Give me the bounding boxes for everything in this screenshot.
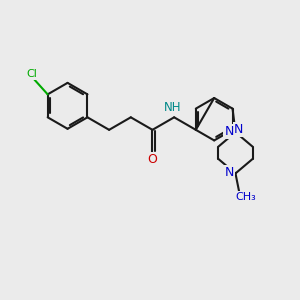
Text: N: N xyxy=(224,166,234,179)
Text: NH: NH xyxy=(164,101,182,114)
Text: N: N xyxy=(234,123,243,136)
Text: N: N xyxy=(224,125,234,138)
Text: O: O xyxy=(148,153,158,166)
Text: CH₃: CH₃ xyxy=(235,192,256,202)
Text: Cl: Cl xyxy=(26,69,37,79)
